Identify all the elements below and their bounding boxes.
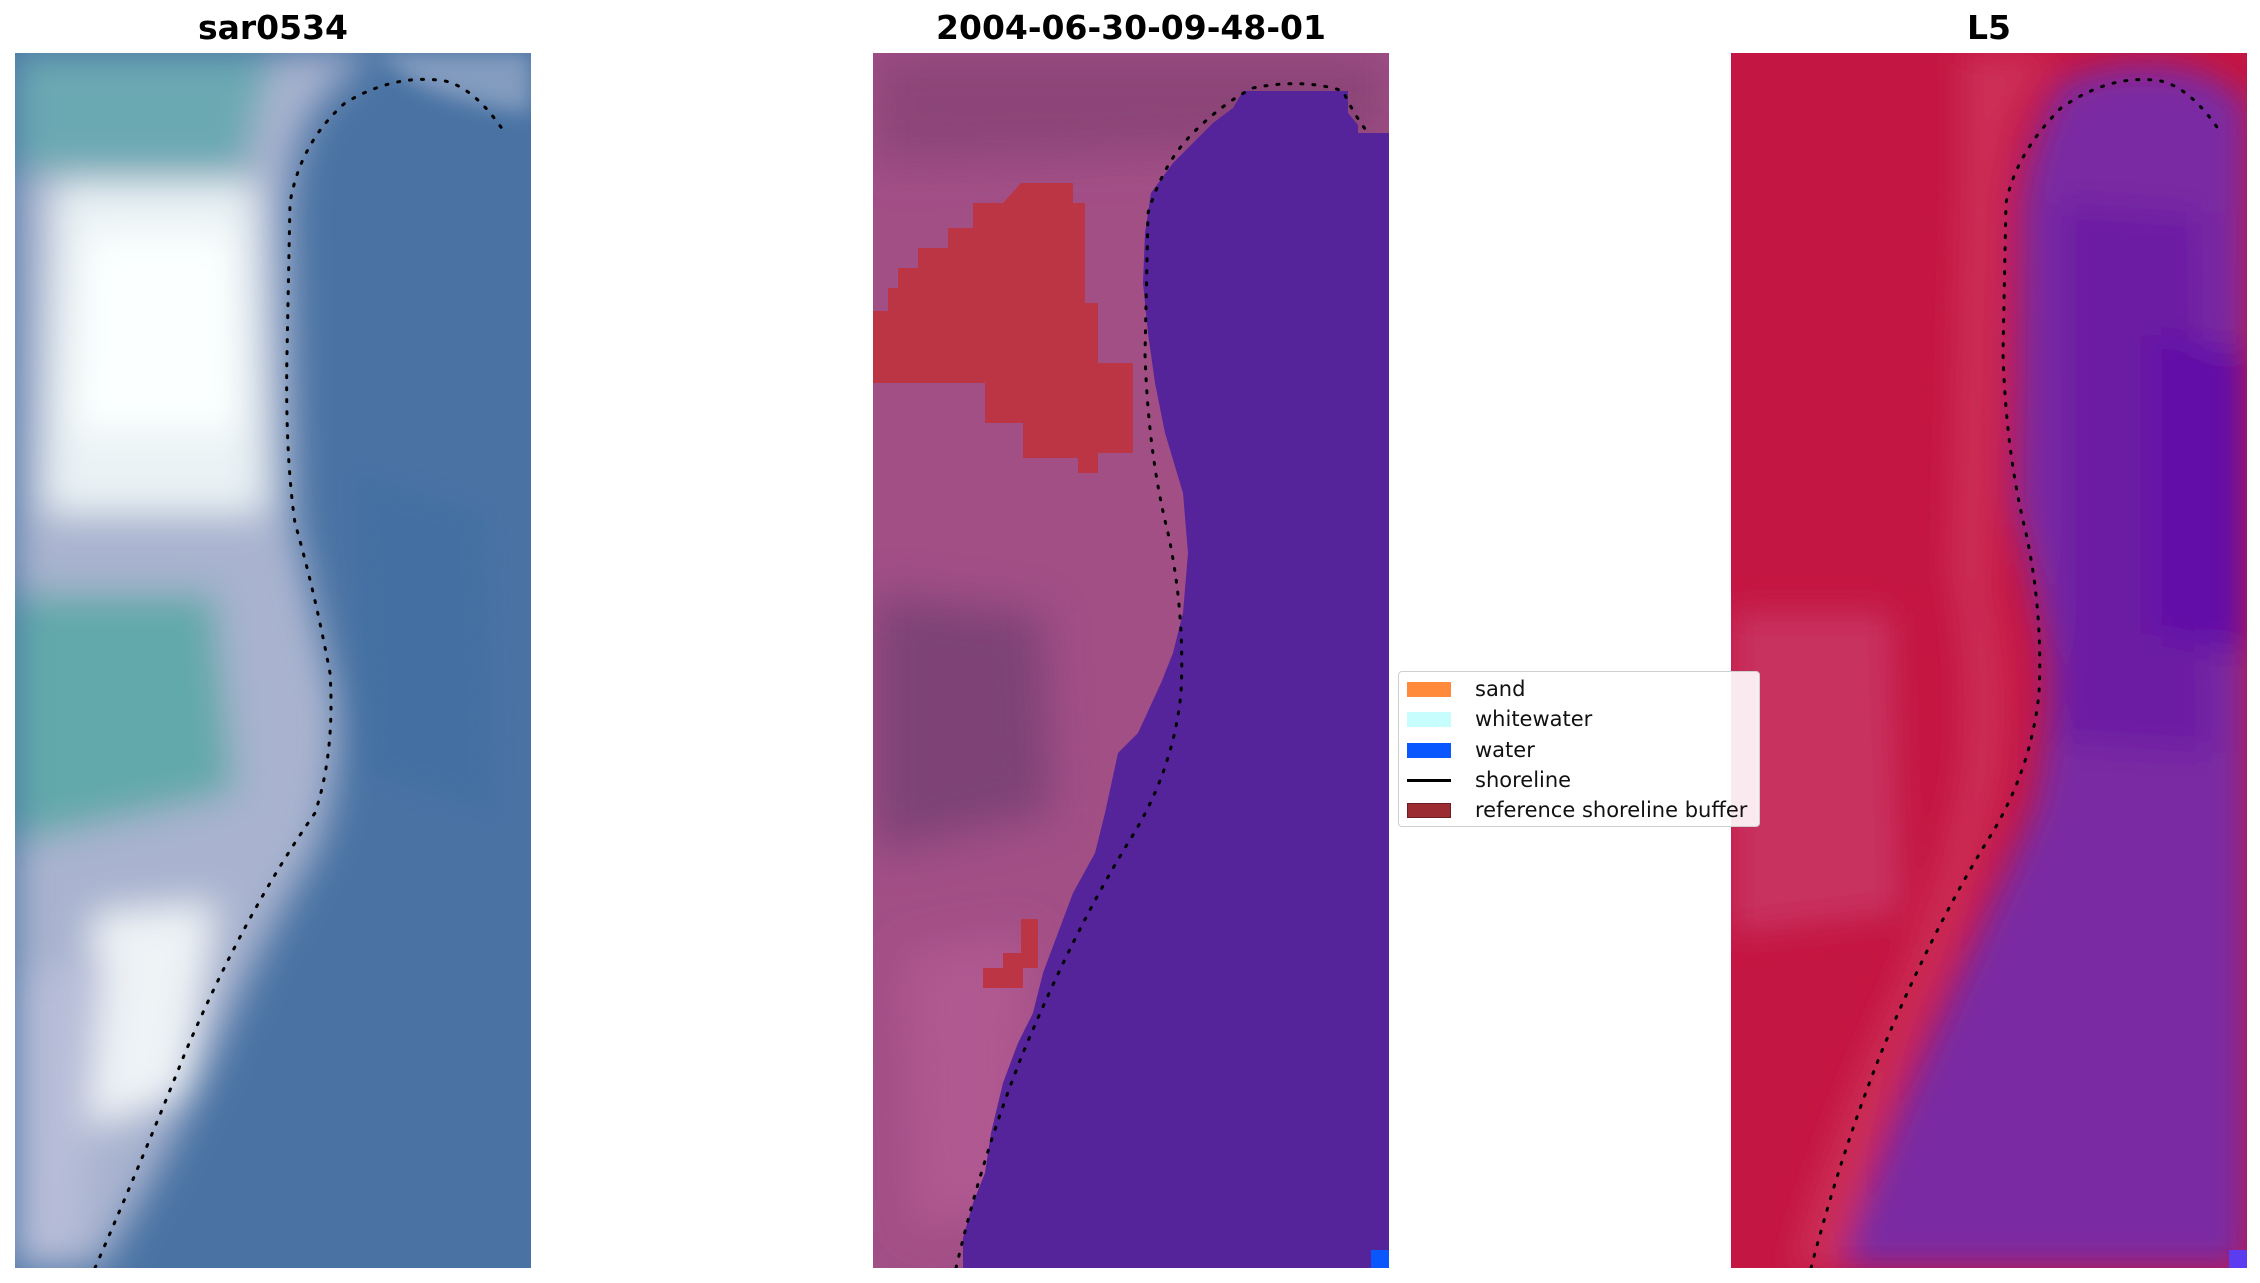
- classified-image: [873, 53, 1389, 1268]
- buffer-class-region-1: [873, 183, 1133, 473]
- panel-title-rgb: sar0534: [197, 8, 349, 47]
- legend-label-water: water: [1475, 738, 1535, 762]
- water-swatch: [1407, 743, 1451, 758]
- sand-swatch: [1407, 682, 1451, 697]
- legend-item-sand: sand: [1407, 676, 1759, 702]
- water-class-region: [963, 91, 1389, 1268]
- shoreline-line-rgb: [93, 77, 507, 1268]
- classified-image-panel: [873, 53, 1389, 1268]
- panel-title-index: L5: [1967, 8, 2011, 47]
- legend-item-shoreline: shoreline: [1407, 767, 1759, 793]
- legend: sand whitewater water shoreline referenc…: [1398, 671, 1760, 827]
- legend-label-buffer: reference shoreline buffer: [1475, 798, 1748, 822]
- legend-item-water: water: [1407, 737, 1759, 763]
- rgb-image-panel: [15, 53, 531, 1268]
- index-pixel: [2229, 1250, 2247, 1268]
- buffer-swatch: [1407, 803, 1451, 818]
- legend-label-shoreline: shoreline: [1475, 768, 1572, 792]
- whitewater-swatch: [1407, 712, 1451, 727]
- legend-label-sand: sand: [1475, 677, 1526, 701]
- rgb-image: [15, 53, 531, 1268]
- legend-item-whitewater: whitewater: [1407, 706, 1759, 732]
- buffer-class-region-2: [983, 919, 1038, 988]
- legend-label-whitewater: whitewater: [1475, 707, 1593, 731]
- shoreline-swatch: [1407, 779, 1451, 782]
- index-image: [1731, 53, 2247, 1268]
- index-image-panel: [1731, 53, 2247, 1268]
- water-class-pixel: [1371, 1250, 1389, 1268]
- shoreline-line-classified: [954, 82, 1370, 1268]
- panel-title-classified: 2004-06-30-09-48-01: [936, 8, 1326, 47]
- legend-item-buffer: reference shoreline buffer: [1407, 797, 1759, 823]
